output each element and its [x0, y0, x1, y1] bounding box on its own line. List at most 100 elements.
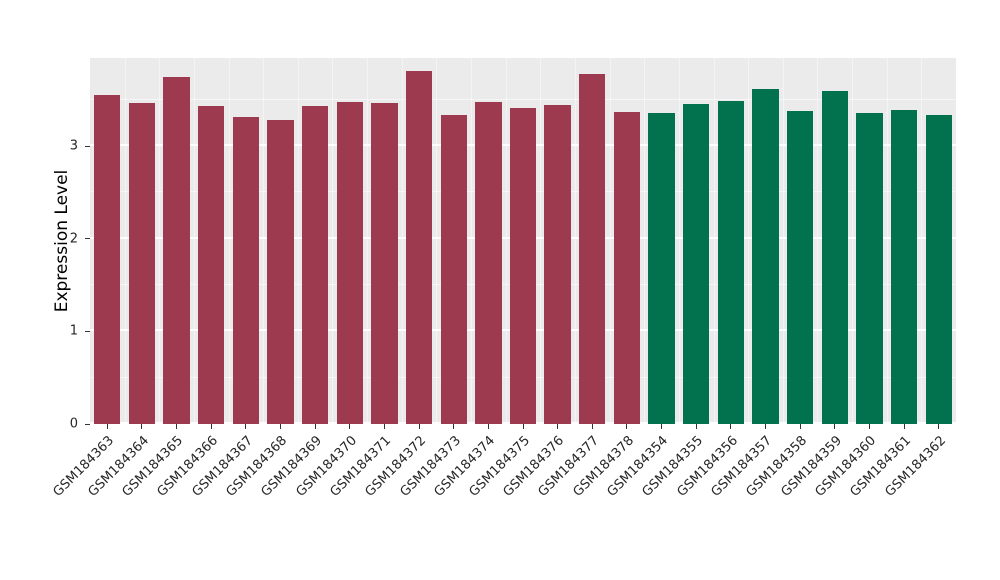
- gridline-vertical: [436, 58, 438, 424]
- x-tick-mark: [764, 424, 766, 429]
- x-tick-mark: [522, 424, 524, 429]
- bar-band: [159, 58, 194, 424]
- gridline-minor: [90, 98, 956, 100]
- y-tick-label: 0: [69, 416, 78, 432]
- x-tick-mark: [938, 424, 940, 429]
- gridline-vertical: [401, 58, 403, 424]
- y-tick-mark: [85, 330, 90, 332]
- gridline-vertical: [921, 58, 923, 424]
- bar: [128, 103, 156, 424]
- bar: [821, 91, 848, 424]
- bar-band: [298, 58, 333, 424]
- y-tick-mark: [85, 145, 90, 147]
- y-tick-label: 1: [69, 323, 78, 339]
- bar-band: [783, 58, 818, 424]
- gridline-vertical: [297, 58, 299, 424]
- bar: [579, 73, 606, 424]
- bar: [94, 95, 121, 424]
- gridline-vertical: [159, 58, 161, 424]
- gridline-vertical: [817, 58, 819, 424]
- x-tick-mark: [314, 424, 316, 429]
- bar: [925, 115, 952, 424]
- x-tick-mark: [487, 424, 489, 429]
- bar: [267, 120, 294, 424]
- x-tick-mark: [799, 424, 801, 429]
- bar-band: [367, 58, 402, 424]
- x-tick-mark: [730, 424, 732, 429]
- y-tick-label: 3: [69, 138, 78, 154]
- bar: [648, 112, 675, 424]
- bar-band: [194, 58, 229, 424]
- gridline-vertical: [332, 58, 334, 424]
- bar-band: [852, 58, 887, 424]
- x-tick-mark: [383, 424, 385, 429]
- bar: [232, 117, 260, 424]
- x-tick-mark: [661, 424, 663, 429]
- gridline-vertical: [852, 58, 854, 424]
- x-tick-mark: [453, 424, 455, 429]
- x-tick-mark: [280, 424, 282, 429]
- x-tick-mark: [349, 424, 351, 429]
- bar-band: [332, 58, 367, 424]
- gridline-vertical: [574, 58, 576, 424]
- bar: [371, 103, 398, 424]
- x-tick-mark: [834, 424, 836, 429]
- bar-band: [402, 58, 437, 424]
- bar-band: [90, 58, 125, 424]
- x-tick-mark: [903, 424, 905, 429]
- y-tick-label: 2: [69, 231, 78, 247]
- x-tick-mark: [210, 424, 212, 429]
- bar-band: [714, 58, 749, 424]
- x-tick-mark: [141, 424, 143, 429]
- x-tick-mark: [106, 424, 108, 429]
- bar: [786, 110, 814, 424]
- bar-band: [921, 58, 956, 424]
- bars: [90, 58, 956, 424]
- gridline-vertical: [713, 58, 715, 424]
- x-tick-mark: [418, 424, 420, 429]
- bar-band: [436, 58, 471, 424]
- bar: [302, 106, 329, 424]
- bar: [544, 105, 571, 424]
- bar: [613, 111, 641, 424]
- bar-band: [610, 58, 645, 424]
- bar: [475, 102, 502, 424]
- gridline-vertical: [678, 58, 680, 424]
- bar-band: [229, 58, 264, 424]
- bar: [198, 106, 225, 424]
- x-tick-mark: [176, 424, 178, 429]
- bar-band: [644, 58, 679, 424]
- gridline-vertical: [644, 58, 646, 424]
- bar-band: [817, 58, 852, 424]
- gridline-vertical: [505, 58, 507, 424]
- gridline-vertical: [471, 58, 473, 424]
- gridline-vertical: [124, 58, 126, 424]
- bar: [856, 112, 883, 424]
- bar-band: [125, 58, 160, 424]
- bar-band: [679, 58, 714, 424]
- x-tick-mark: [695, 424, 697, 429]
- plot-area: [90, 58, 956, 424]
- y-tick-mark: [85, 423, 90, 425]
- x-tick-mark: [245, 424, 247, 429]
- x-tick-mark: [557, 424, 559, 429]
- x-tick-mark: [591, 424, 593, 429]
- gridline-vertical: [886, 58, 888, 424]
- bar: [405, 70, 433, 424]
- bar: [509, 108, 537, 424]
- gridline-vertical: [540, 58, 542, 424]
- bar: [440, 114, 467, 424]
- x-tick-mark: [626, 424, 628, 429]
- bar-band: [471, 58, 506, 424]
- bar: [336, 102, 363, 424]
- bar-band: [263, 58, 298, 424]
- gridline-vertical: [748, 58, 750, 424]
- bar: [683, 104, 710, 424]
- gridline-vertical: [782, 58, 784, 424]
- bar: [752, 88, 779, 424]
- bar: [163, 77, 190, 424]
- bar-band: [575, 58, 610, 424]
- gridline-vertical: [609, 58, 611, 424]
- bar-band: [887, 58, 922, 424]
